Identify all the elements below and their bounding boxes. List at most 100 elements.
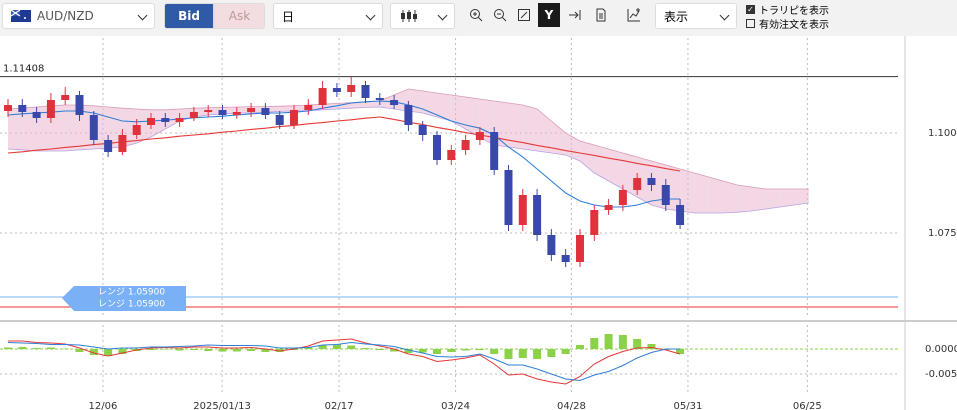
cloud [751, 187, 766, 211]
candle-body [404, 105, 413, 125]
macd-bar [32, 348, 41, 349]
macd-bar [61, 348, 70, 349]
checkbox[interactable]: 有効注文を表示 [746, 16, 829, 31]
pair-select[interactable]: AUD/NZD [2, 3, 155, 29]
candle-body [104, 140, 113, 152]
candle-body [661, 185, 670, 205]
zoom-out[interactable] [489, 3, 511, 27]
zoom-in[interactable] [465, 3, 487, 27]
x-tick-label: 03/24 [441, 401, 470, 410]
period: 日 [282, 9, 295, 24]
macd-bar [575, 345, 584, 349]
cloud [565, 133, 580, 161]
candle-body [204, 110, 213, 112]
candle-body [18, 105, 27, 112]
cloud [65, 105, 80, 151]
y-lock[interactable]: Y [538, 3, 560, 27]
cloud [422, 91, 437, 117]
range-tag [62, 286, 186, 311]
macd-bar [332, 344, 341, 349]
macd-bar [461, 349, 470, 351]
check-label: トラリピを表示 [759, 6, 829, 17]
macd-bar [404, 349, 413, 353]
macd-bar [618, 335, 627, 349]
macd-bar [490, 349, 499, 354]
candle-body [132, 125, 141, 135]
candle-body [504, 170, 513, 225]
macd-bar [676, 349, 685, 354]
macd-bar [604, 334, 613, 349]
candle-body [375, 98, 384, 100]
checkbox[interactable]: ✓ トラリピを表示 [746, 2, 829, 17]
document[interactable] [590, 3, 612, 27]
macd-bar [547, 349, 556, 357]
macd-bar [647, 344, 656, 349]
cloud [365, 101, 380, 108]
scroll-end[interactable] [564, 3, 586, 27]
candle-body [618, 190, 627, 205]
y-tick-label: -0.0050 [925, 369, 957, 380]
macd-bar [390, 349, 399, 352]
cloud [379, 95, 395, 109]
macd-bar [432, 349, 441, 354]
candle-body [75, 95, 84, 115]
chart-type-select[interactable] [390, 3, 455, 29]
macd-bar [633, 339, 642, 349]
macd-bar [418, 349, 427, 353]
macd-bar [518, 349, 527, 358]
candle-body [32, 112, 41, 118]
candle-body [189, 112, 198, 118]
candle-body [461, 140, 470, 150]
macd-bar [89, 349, 98, 355]
cloud [608, 149, 623, 189]
cloud [537, 109, 552, 153]
candle-body [175, 118, 184, 122]
range-label: レンジ 1.05900 [98, 288, 165, 298]
candle-body [89, 115, 98, 140]
cloud-span-a [7, 88, 809, 190]
macd-bar [18, 347, 27, 349]
candle-body [218, 110, 227, 115]
macd-bar [175, 349, 184, 351]
indicator[interactable] [623, 3, 645, 27]
candle-body [561, 255, 570, 262]
candle-body [289, 110, 298, 125]
macd-bar [361, 348, 370, 349]
period-select[interactable]: 日 [273, 3, 383, 29]
check-box: ✓ [746, 5, 755, 14]
candle-body [304, 105, 313, 110]
cloud [508, 103, 523, 149]
y-tick-label: 1.1000 [928, 128, 957, 139]
signal-line [7, 341, 681, 382]
macd-bar [204, 349, 213, 351]
display: 表示 [664, 9, 689, 24]
cloud [151, 109, 166, 137]
ask-button[interactable]: Ask [214, 3, 265, 29]
macd-bar [318, 345, 327, 349]
candle-body [261, 108, 270, 115]
cloud [522, 105, 538, 151]
macd-bar [533, 349, 542, 359]
range-label: レンジ 1.05900 [98, 300, 165, 310]
macd-bar [118, 349, 127, 354]
cloud [351, 101, 366, 109]
candle-body [147, 118, 156, 125]
pair: AUD/NZD [37, 9, 94, 23]
x-tick-label: 05/31 [674, 401, 703, 410]
candle-body [575, 235, 584, 262]
candle-body [347, 85, 356, 92]
macd-bar [247, 349, 256, 351]
candle-body [432, 135, 441, 160]
macd-bar [504, 349, 513, 359]
bid-button[interactable]: Bid [164, 3, 214, 29]
y-tick-label: 0.0000 [925, 344, 957, 355]
cloud [780, 189, 795, 207]
display-select[interactable]: 表示 [655, 3, 737, 29]
candle-body [247, 108, 256, 112]
macd-bar [104, 349, 113, 356]
macd-bar [4, 347, 13, 349]
fit[interactable] [513, 3, 535, 27]
macd-bar [347, 345, 356, 349]
cloud [637, 157, 652, 205]
